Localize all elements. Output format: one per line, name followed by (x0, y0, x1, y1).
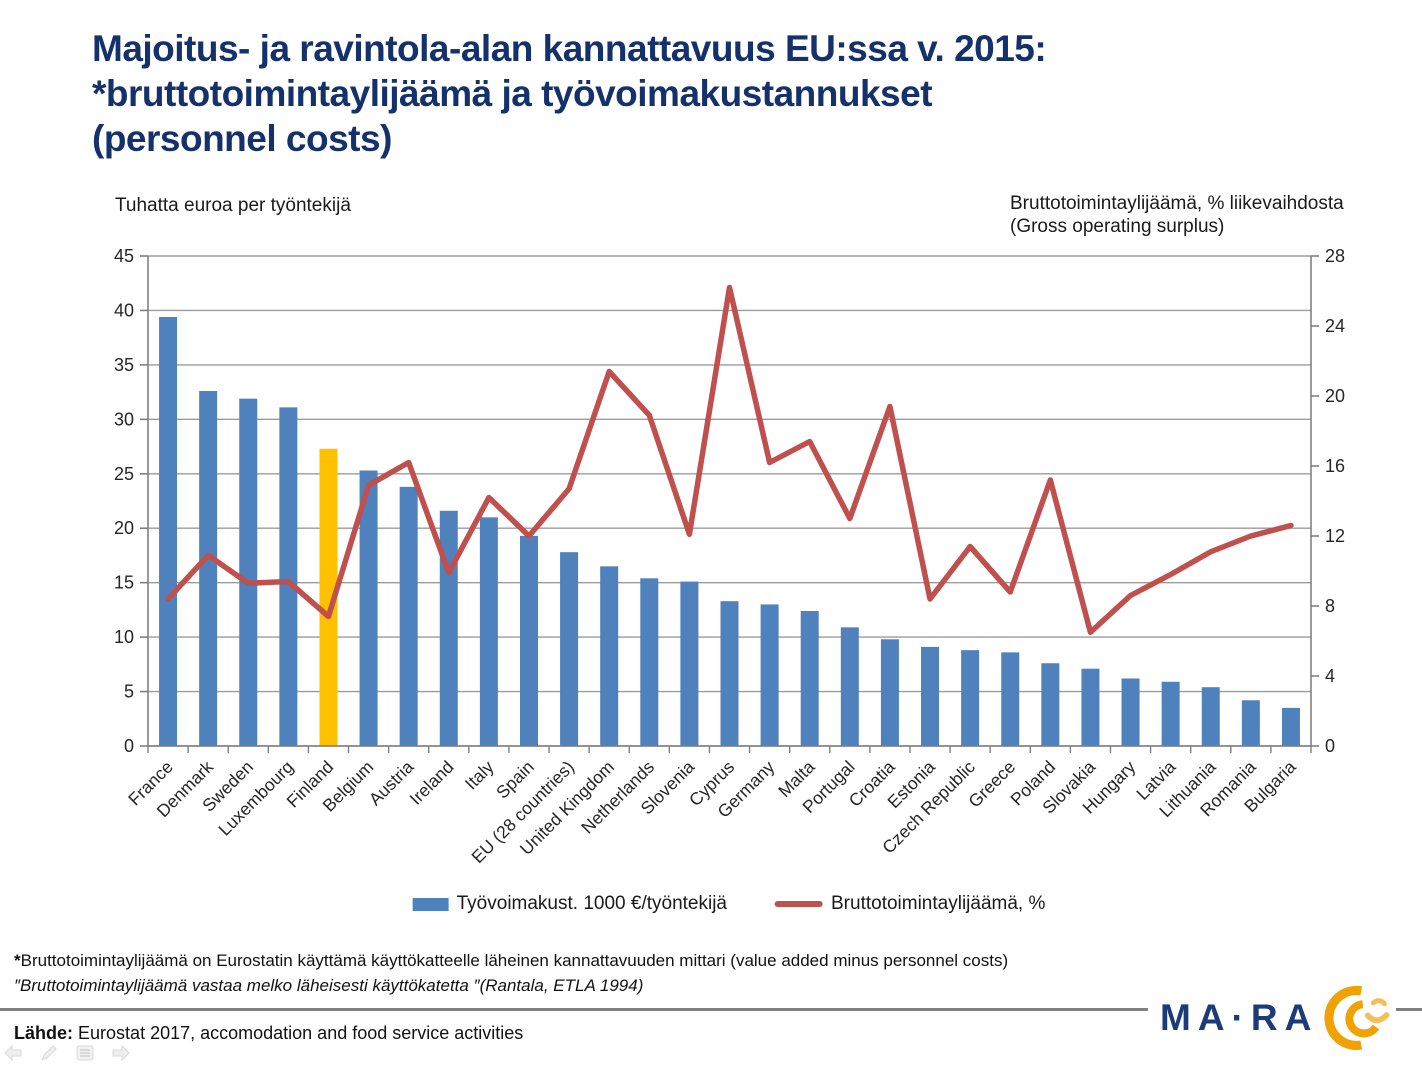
bar-Cyprus (720, 601, 739, 746)
bar-Malta (800, 610, 819, 746)
mara-logo-text: MA·RA (1160, 996, 1319, 1038)
right-tick-label: 8 (1325, 596, 1335, 616)
left-tick-label: 25 (114, 464, 134, 484)
slide-title: Majoitus- ja ravintola-alan kannattavuus… (92, 26, 1402, 161)
left-tick-label: 30 (114, 409, 134, 429)
bar-Estonia (921, 646, 940, 746)
bar-Germany (760, 604, 779, 746)
mara-logo: MA·RA (1160, 975, 1396, 1060)
divider-line-left (0, 1008, 1148, 1011)
bar-Austria (399, 486, 418, 746)
bar-Hungary (1121, 678, 1140, 746)
line-series-swatch (775, 901, 823, 907)
bar-Netherlands (640, 578, 659, 746)
chart-legend: Työvoimakust. 1000 €/työntekijä Bruttoto… (412, 893, 1045, 915)
left-tick-label: 40 (114, 300, 134, 320)
profitability-combo-chart: 0510152025303540450481216202428FranceDen… (114, 246, 1345, 867)
gross-operating-surplus-line (165, 284, 1294, 635)
bar-Finland (319, 448, 338, 746)
left-tick-label: 20 (114, 518, 134, 538)
left-tick-label: 35 (114, 355, 134, 375)
right-tick-label: 0 (1325, 736, 1335, 756)
bar-Italy (479, 517, 498, 746)
right-tick-label: 12 (1325, 526, 1345, 546)
title-line-2: *bruttotoimintaylijäämä ja työvoimakusta… (92, 73, 933, 114)
footnote-star: * (14, 951, 21, 970)
footnote-1: *Bruttotoimintaylijäämä on Eurostatin kä… (14, 948, 1008, 973)
forward-arrow-icon[interactable] (111, 1043, 131, 1063)
bar-Poland (1041, 663, 1060, 746)
right-tick-label: 4 (1325, 666, 1335, 686)
bar-Spain (519, 535, 538, 746)
right-tick-label: 28 (1325, 246, 1345, 266)
bar-series-label: Työvoimakust. 1000 €/työntekijä (456, 893, 727, 914)
bar-Croatia (880, 639, 899, 746)
left-tick-label: 45 (114, 246, 134, 266)
left-tick-label: 10 (114, 627, 134, 647)
right-axis-title-line-2: (Gross operating surplus) (1010, 216, 1225, 237)
menu-icon[interactable] (75, 1043, 95, 1063)
source-text: Eurostat 2017, accomodation and food ser… (78, 1023, 524, 1043)
footnotes: *Bruttotoimintaylijäämä on Eurostatin kä… (14, 948, 1008, 998)
bar-Belgium (359, 470, 378, 746)
footnote-1-text: Bruttotoimintaylijäämä on Eurostatin käy… (20, 951, 1009, 970)
bar-Greece (1001, 652, 1020, 746)
bar-Czech Republic (961, 650, 980, 746)
right-tick-label: 24 (1325, 316, 1345, 336)
line-series-label: Bruttotoimintaylijäämä, % (831, 893, 1046, 914)
back-arrow-icon[interactable] (3, 1043, 23, 1063)
bar-Bulgaria (1281, 707, 1300, 746)
left-tick-label: 0 (124, 736, 134, 756)
footnote-2: ″Bruttotoimintaylijäämä vastaa melko läh… (14, 976, 644, 995)
bar-Romania (1241, 700, 1260, 746)
source-line: Lähde: Eurostat 2017, accomodation and f… (14, 1023, 523, 1044)
left-axis-title: Tuhatta euroa per työntekijä (115, 195, 351, 216)
bar-France (159, 316, 178, 746)
bar-Sweden (239, 398, 258, 746)
category-label-Austria: Austria (365, 756, 418, 809)
bar-series-swatch (412, 897, 449, 911)
bar-Denmark (199, 391, 218, 746)
bar-Lithuania (1201, 687, 1220, 746)
bar-Portugal (840, 627, 859, 746)
bar-Latvia (1161, 681, 1180, 746)
bar-EU (28 countries) (560, 552, 579, 746)
source-label: Lähde: (14, 1023, 74, 1043)
right-axis-title: Bruttotoimintaylijäämä, % liikevaihdosta… (1010, 192, 1344, 238)
bar-Ireland (439, 510, 458, 746)
bar-United Kingdom (600, 566, 619, 746)
right-tick-label: 20 (1325, 386, 1345, 406)
divider-line-right (1396, 1008, 1422, 1011)
category-label-Ireland: Ireland (406, 757, 458, 809)
legend-item-bar: Työvoimakust. 1000 €/työntekijä (412, 893, 727, 915)
legend-item-line: Bruttotoimintaylijäämä, % (775, 893, 1045, 915)
mara-logo-icon (1324, 985, 1390, 1050)
bar-Slovenia (680, 581, 699, 746)
left-tick-label: 5 (124, 682, 134, 702)
right-axis-title-line-1: Bruttotoimintaylijäämä, % liikevaihdosta (1010, 193, 1344, 214)
right-tick-label: 16 (1325, 456, 1345, 476)
bar-Luxembourg (279, 407, 298, 746)
pen-icon[interactable] (39, 1043, 59, 1063)
title-line-1: Majoitus- ja ravintola-alan kannattavuus… (92, 28, 1047, 69)
title-line-3: (personnel costs) (92, 118, 392, 159)
bar-Slovakia (1081, 668, 1100, 746)
left-tick-label: 15 (114, 573, 134, 593)
presentation-nav (3, 1043, 131, 1063)
